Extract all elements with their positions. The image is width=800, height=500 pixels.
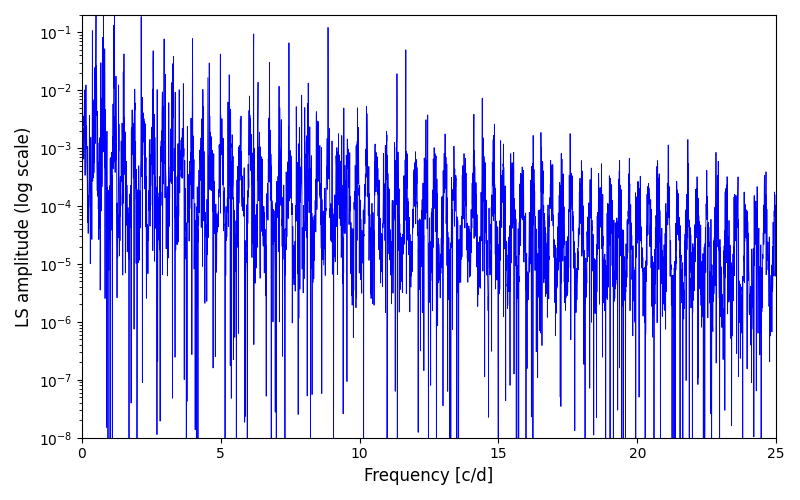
Y-axis label: LS amplitude (log scale): LS amplitude (log scale)	[15, 126, 33, 326]
X-axis label: Frequency [c/d]: Frequency [c/d]	[364, 467, 494, 485]
